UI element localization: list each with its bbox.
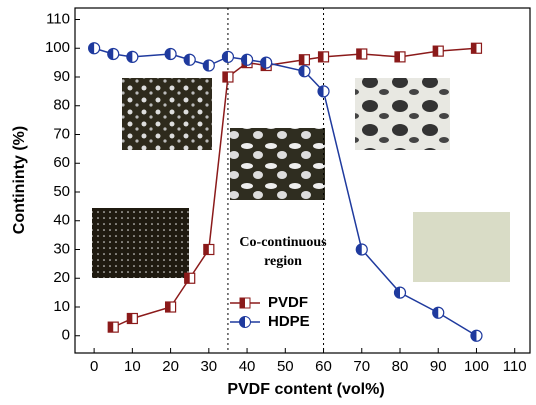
marker-fill — [166, 302, 171, 312]
x-tick-label: 30 — [200, 358, 217, 375]
micrograph — [413, 212, 510, 282]
x-tick-label: 10 — [124, 358, 141, 375]
marker-fill — [299, 55, 304, 65]
marker-fill — [395, 52, 400, 62]
y-tick-label: 40 — [53, 212, 70, 229]
legend-marker-fill — [240, 298, 245, 308]
y-tick-label: 70 — [53, 125, 70, 142]
y-tick-label: 30 — [53, 240, 70, 257]
x-tick-label: 110 — [503, 358, 527, 375]
x-tick-label: 80 — [392, 358, 409, 375]
legend-label: PVDF — [268, 294, 308, 311]
y-tick-label: 60 — [53, 154, 70, 171]
x-tick-label: 70 — [353, 358, 370, 375]
micrograph — [122, 78, 212, 150]
marker-fill — [319, 52, 324, 62]
micrograph — [355, 78, 450, 150]
legend-label: HDPE — [268, 313, 310, 330]
annotation: region — [264, 254, 302, 269]
y-tick-label: 20 — [53, 269, 70, 286]
y-tick-label: 80 — [53, 97, 70, 114]
annotation: Co-continuous — [239, 235, 327, 250]
x-axis-label: PVDF content (vol%) — [227, 381, 384, 398]
marker-fill — [357, 49, 362, 59]
y-tick-label: 0 — [62, 327, 70, 344]
marker-fill — [471, 43, 476, 53]
marker-fill — [108, 322, 113, 332]
marker-fill — [223, 72, 228, 82]
y-tick-label: 110 — [46, 10, 70, 27]
x-tick-label: 20 — [162, 358, 179, 375]
marker-fill — [185, 273, 190, 283]
micrograph — [230, 128, 325, 200]
y-tick-label: 10 — [53, 298, 70, 315]
x-tick-label: 50 — [277, 358, 294, 375]
x-tick-label: 40 — [239, 358, 256, 375]
page: {"chart_data": {"type": "line", "x_label… — [0, 0, 536, 405]
y-tick-label: 90 — [53, 68, 70, 85]
marker-fill — [433, 46, 438, 56]
y-axis-label: Contininty (%) — [11, 126, 28, 234]
legend-marker-fill — [240, 317, 246, 328]
x-tick-label: 90 — [430, 358, 447, 375]
micrograph — [92, 208, 189, 278]
x-tick-label: 0 — [90, 358, 98, 375]
chart: PVDF content (vol%) Contininty (%) Co-co… — [0, 0, 536, 405]
marker-fill — [127, 314, 132, 324]
x-tick-label: 60 — [315, 358, 332, 375]
y-tick-label: 100 — [45, 39, 70, 56]
x-tick-label: 100 — [464, 358, 489, 375]
marker-fill — [204, 245, 209, 255]
y-tick-label: 50 — [53, 183, 70, 200]
